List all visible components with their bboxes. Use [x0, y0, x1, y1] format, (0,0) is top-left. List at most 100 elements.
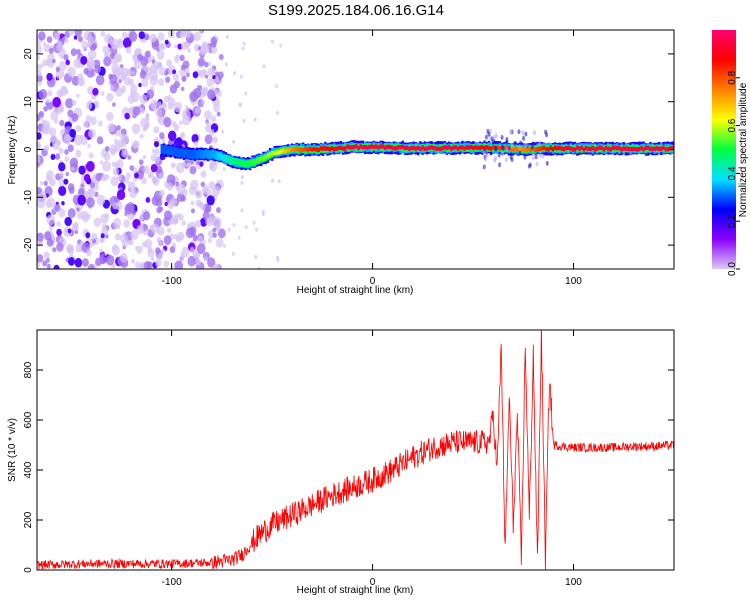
- snr-x-axis-label: Height of straight line (km): [297, 585, 414, 596]
- spectrogram-cell: [81, 40, 89, 50]
- spectrogram-marks: [37, 30, 674, 269]
- spectrogram-cell: [140, 56, 149, 67]
- spectrogram-ridge-cell: [602, 147, 606, 152]
- spectrogram-ridge-cell: [461, 145, 464, 150]
- spectrogram-cell: [125, 68, 133, 77]
- spectrogram-cell: [116, 174, 123, 181]
- spectrogram-cell: [158, 172, 164, 180]
- spectrogram-cell: [157, 32, 165, 41]
- spectrogram-cell: [200, 170, 207, 179]
- spectrogram-cell: [189, 246, 195, 253]
- spectrogram-cell: [111, 161, 117, 167]
- spectrogram-ridge-cell: [255, 158, 259, 163]
- spectrogram-cell: [80, 136, 88, 146]
- spectrogram-cell: [180, 64, 186, 71]
- spectrogram-cell: [154, 155, 161, 163]
- spectrogram-cell: [125, 46, 132, 54]
- spectrogram-ridge-cell: [405, 145, 409, 150]
- spectrogram-cell: [530, 144, 534, 150]
- spectrogram-cell: [89, 60, 96, 68]
- spectrogram-cell: [58, 147, 64, 155]
- spectrogram-cell: [168, 97, 176, 107]
- spectrogram-ridge-cell: [604, 145, 608, 151]
- spectrogram-cell: [174, 260, 184, 269]
- spectrogram-cell: [110, 148, 116, 156]
- spectrogram-cell: [518, 150, 522, 156]
- spectrogram-cell: [69, 157, 79, 169]
- spectrogram-ridge-cell: [653, 146, 656, 151]
- spectrogram-ridge-cell: [443, 145, 446, 150]
- spectrogram-cell: [72, 99, 77, 106]
- spectrogram-ridge-cell: [226, 157, 230, 162]
- spectrogram-ridge-cell: [313, 146, 316, 152]
- spectrogram-ridge-cell: [167, 148, 170, 153]
- spectrogram-cell: [112, 217, 122, 229]
- spectrogram-ridge-cell: [383, 145, 387, 150]
- spectrogram-cell: [65, 59, 70, 66]
- spectrogram-ridge-cell: [549, 145, 553, 151]
- spectrogram-cell: [82, 120, 89, 128]
- spectrogram-cell: [112, 244, 118, 252]
- spectrogram-ridge-cell: [445, 145, 449, 150]
- spectrogram-ridge-cell: [410, 145, 413, 151]
- spectrogram-cell: [40, 63, 44, 68]
- spectrogram-cell: [193, 252, 200, 261]
- spectrogram-ridge-cell: [644, 145, 648, 150]
- spectrogram-cell: [276, 110, 280, 115]
- spectrogram-ridge-cell: [589, 146, 592, 152]
- spectrogram-ridge-cell: [598, 145, 601, 150]
- spectrogram-cell: [63, 178, 69, 185]
- spectrogram-cell: [63, 54, 69, 61]
- spectrogram-ridge-cell: [337, 145, 340, 151]
- spectrogram-ridge-cell: [326, 146, 329, 151]
- spectrogram-cell: [217, 79, 221, 84]
- spectrogram-ridge-cell: [176, 149, 179, 154]
- spectrogram-cell: [46, 72, 53, 81]
- spectrogram-cell: [71, 113, 79, 122]
- spectrogram-cell: [216, 111, 221, 117]
- spectrogram-ridge-cell: [386, 144, 389, 150]
- spectrogram-ridge-cell: [171, 149, 175, 154]
- spectrogram-cell: [112, 167, 120, 176]
- spectrogram-ridge-cell: [562, 146, 566, 152]
- spectrogram-ridge-cell: [377, 145, 380, 150]
- colorbar-gradient: [712, 30, 736, 269]
- spectrogram-cell: [106, 92, 114, 102]
- spectrogram-cell: [128, 78, 135, 86]
- spectrogram-cell: [64, 89, 69, 94]
- spectrogram-ridge-cell: [423, 146, 427, 152]
- spectrogram-cell: [42, 42, 47, 47]
- spectrogram-cell: [240, 180, 244, 185]
- colorbar-tick-label: 0.6: [727, 118, 738, 132]
- spectrogram-cell: [170, 162, 176, 169]
- spectrogram-y-tick-label: 0: [23, 146, 34, 152]
- spectrogram-cell: [46, 36, 53, 44]
- spectrogram-cell: [100, 233, 105, 239]
- spectrogram-cell: [61, 201, 65, 206]
- spectrogram-ridge-cell: [408, 146, 411, 151]
- spectrogram-cell: [56, 221, 62, 227]
- spectrogram-cell: [37, 114, 41, 122]
- spectrogram-cell: [255, 227, 259, 232]
- spectrogram-ridge-cell: [527, 146, 530, 151]
- spectrogram-cell: [56, 139, 62, 146]
- spectrogram-cell: [222, 167, 226, 172]
- spectrogram-cell: [72, 223, 79, 231]
- spectrogram-cell: [240, 208, 244, 213]
- spectrogram-cell: [155, 247, 161, 254]
- spectrogram-ridge-cell: [368, 144, 371, 150]
- spectrogram-cell: [85, 101, 93, 110]
- spectrogram-cell: [270, 39, 274, 44]
- spectrogram-cell: [194, 189, 203, 199]
- spectrogram-cell: [114, 233, 121, 241]
- spectrogram-cell: [77, 77, 85, 86]
- spectrogram-cell: [163, 210, 173, 221]
- spectrogram-cell: [500, 150, 504, 156]
- spectrogram-cell: [238, 102, 242, 107]
- spectrogram-cell: [67, 256, 75, 266]
- spectrogram-ridge-cell: [514, 146, 517, 151]
- spectrogram-cell: [169, 246, 176, 254]
- spectrogram-ridge-cell: [191, 151, 194, 156]
- spectrogram-cell: [159, 189, 165, 197]
